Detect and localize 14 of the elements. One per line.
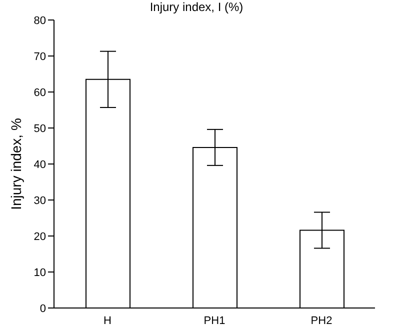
y-axis-title: Injury index, % [8,118,24,210]
y-tick-label: 50 [34,122,46,135]
y-tick-label: 40 [34,158,46,171]
y-tick-label: 80 [34,14,46,27]
y-tick-label: 10 [34,266,46,279]
x-tick-label: PH2 [310,314,332,327]
y-tick-label: 20 [34,230,46,243]
x-tick-label: PH1 [204,314,226,327]
x-tick-label: H [104,314,112,327]
y-tick-label: 0 [40,302,46,315]
y-tick-label: 30 [34,194,46,207]
chart-title: Injury index, I (%) [148,0,244,14]
y-tick-label: 60 [34,86,46,99]
y-tick-label: 70 [34,50,46,63]
